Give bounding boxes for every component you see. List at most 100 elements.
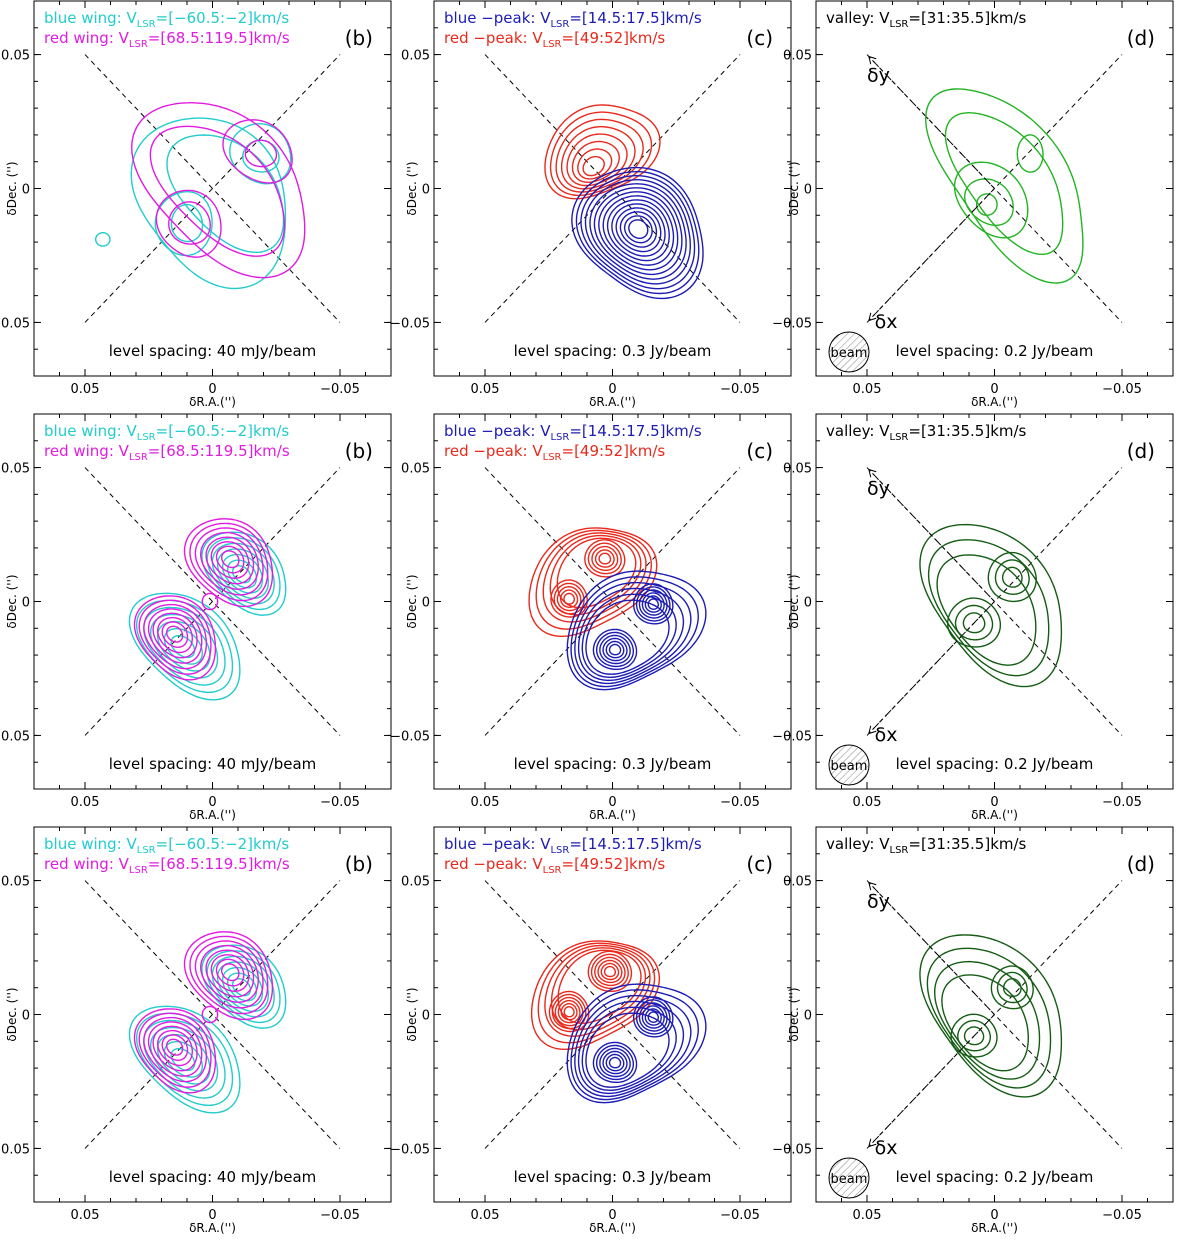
contour-red-peak <box>535 529 653 630</box>
contour-blue-peak <box>570 989 699 1101</box>
contour-blue-peak <box>641 1005 665 1029</box>
contour-valley <box>941 974 1030 1072</box>
legend-range: =[31:35.5]km/s <box>908 422 1026 440</box>
x-axis-label: δR.A.('') <box>189 395 236 409</box>
contour-red-wing <box>166 1038 184 1056</box>
legend-v: V <box>119 442 130 460</box>
contour-red-wing <box>205 536 255 585</box>
contour-blue-peak <box>608 1056 622 1069</box>
x-tick-label: 0 <box>608 382 616 397</box>
y-tick-label: 0.05 <box>401 49 430 64</box>
contour-red-peak <box>557 999 581 1024</box>
contour-red-wing <box>149 125 286 257</box>
x-tick-label: −0.05 <box>1102 1208 1142 1223</box>
contours <box>528 527 707 691</box>
x-tick-label: 0 <box>608 1208 616 1223</box>
dashed-diagonal <box>84 54 341 323</box>
panel-label: (c) <box>746 26 773 50</box>
legend-prefix: red −peak: <box>444 442 532 460</box>
contour-red-peak <box>555 118 644 193</box>
delta-x-arrow <box>870 601 995 733</box>
y-axis-label: δDec. ('') <box>405 987 419 1041</box>
contour-red-wing <box>220 550 240 569</box>
level-spacing-label: level spacing: 0.2 Jy/beam <box>896 755 1094 773</box>
y-tick-label: −0.05 <box>390 729 430 744</box>
panel-label: (b) <box>345 852 373 876</box>
diagonal-axes <box>84 54 341 323</box>
legend-prefix: blue wing: <box>44 422 126 440</box>
legend-prefix: blue wing: <box>44 9 126 27</box>
legend-entry: red wing: VLSR=[68.5:119.5]km/s <box>44 855 290 876</box>
legend-v: V <box>126 422 137 440</box>
contour-blue-peak <box>584 179 692 285</box>
contour-blue-wing <box>128 1005 241 1114</box>
contour-blue-peak <box>638 1002 668 1032</box>
contour-red-peak <box>582 155 605 177</box>
contour-red-peak <box>587 950 633 992</box>
y-tick-label: 0.05 <box>1 875 30 890</box>
contour-red-wing <box>220 963 240 982</box>
legend-prefix: blue −peak: <box>444 422 540 440</box>
contour-red-wing <box>155 189 222 258</box>
contour-blue-wing <box>211 955 275 1018</box>
delta-y-label: δy <box>867 64 890 86</box>
contour-blue-peak <box>623 215 653 244</box>
contour-blue-peak <box>605 640 625 659</box>
delta-y-arrow <box>870 470 995 602</box>
legend-subscript: LSR <box>543 452 562 463</box>
contour-valley <box>975 193 998 217</box>
contour-red-wing <box>222 119 293 184</box>
panel-b-row1: 0.05 0 −0.05 0.05 0 −0.05 δR.A.('') δDec. ('') b… <box>0 0 392 409</box>
contour-blue-peak <box>577 587 685 682</box>
contour-blue-peak <box>619 211 658 248</box>
contours <box>94 102 306 290</box>
y-tick-label: −0.05 <box>0 1142 30 1157</box>
contour-red-peak <box>528 527 658 638</box>
contour-red-wing <box>194 527 264 596</box>
beam-ellipse <box>828 744 870 786</box>
contour-blue-peak <box>585 599 670 675</box>
x-tick-label: 0 <box>990 1208 998 1223</box>
level-spacing-label: level spacing: 40 mJy/beam <box>109 1168 317 1186</box>
contour-blue-peak <box>566 983 707 1104</box>
contour-red-wing <box>183 931 274 1021</box>
contour-red-wing <box>244 139 278 168</box>
contour-blue-peak <box>644 595 662 613</box>
contour-blue-peak <box>605 1053 625 1072</box>
contour-red-wing <box>131 102 306 279</box>
contour-red-peak <box>594 549 615 568</box>
contour-red-wing <box>143 603 208 670</box>
contour-red-peak <box>577 148 613 180</box>
y-tick-label: 0.05 <box>783 875 812 890</box>
contour-red-peak <box>598 552 612 565</box>
contour-red-wing <box>161 1034 189 1061</box>
contour-red-wing <box>156 1029 193 1067</box>
contour-valley <box>963 1026 985 1046</box>
panel-c-row3: 0.05 0 −0.05 0.05 0 −0.05 δR.A.('') δDec. ('') b… <box>390 826 792 1235</box>
y-tick-label: −0.05 <box>0 729 30 744</box>
contour-blue-peak <box>570 576 699 688</box>
x-tick-label: 0.05 <box>471 1208 500 1223</box>
contour-red-wing <box>138 1012 212 1088</box>
panel-d-row2: 0.05 0 −0.05 0.05 0 −0.05 δR.A.('') δDec. ('') v… <box>772 413 1174 822</box>
contour-blue-wing <box>142 1019 226 1099</box>
contour-red-peak <box>560 589 579 608</box>
y-tick-label: 0.05 <box>783 462 812 477</box>
contours <box>544 104 704 300</box>
y-tick-label: 0 <box>422 1009 430 1024</box>
contour-blue-peak <box>647 598 659 610</box>
contour-blue-wing <box>231 564 252 584</box>
beam-label: beam <box>831 346 868 361</box>
contour-blue-peak <box>628 219 649 239</box>
contour-red-wing <box>133 595 217 681</box>
y-tick-label: −0.05 <box>772 316 812 331</box>
delta-x-arrow <box>870 1014 995 1146</box>
contour-red-wing <box>143 1016 208 1083</box>
legend-v: V <box>540 422 551 440</box>
legend-v: V <box>126 835 137 853</box>
level-spacing-label: level spacing: 0.3 Jy/beam <box>514 1168 712 1186</box>
contour-valley <box>919 523 1063 688</box>
contour-blue-peak <box>635 999 671 1035</box>
x-axis-label: δR.A.('') <box>971 808 1018 822</box>
